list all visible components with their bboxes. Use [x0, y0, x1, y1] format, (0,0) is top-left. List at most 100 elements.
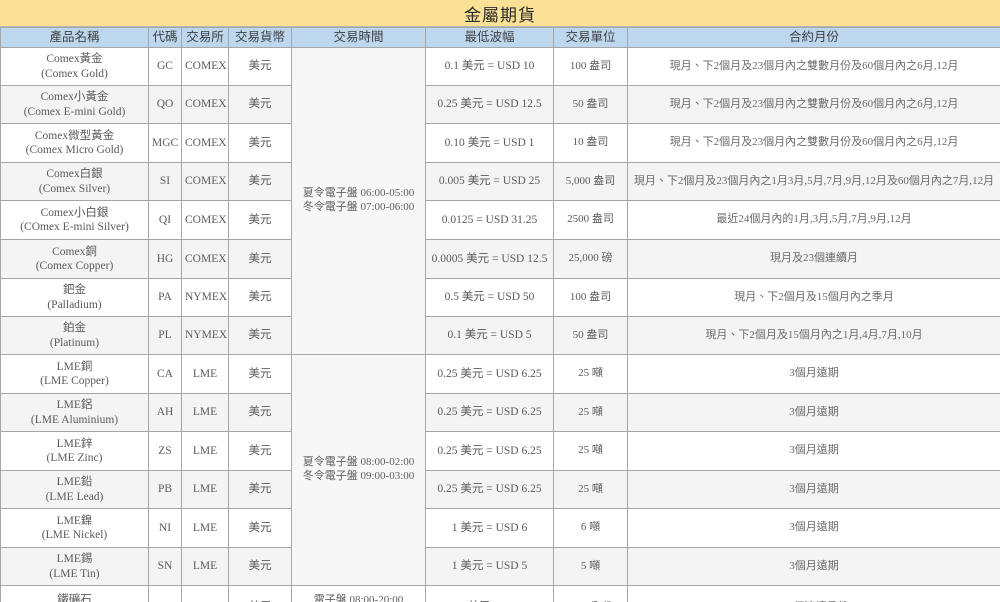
- cell-exchange[interactable]: SGX: [181, 585, 229, 602]
- cell-contract-months[interactable]: 現月、下2個月及23個月內之雙數月份及60個月內之6月,12月: [627, 85, 1000, 124]
- cell-product-name[interactable]: LME鋁 (LME Aluminium): [0, 393, 149, 432]
- cell-tick-size[interactable]: 0.25 美元 = USD 12.5: [425, 85, 554, 124]
- column-header-exchange[interactable]: 交易所: [181, 27, 229, 48]
- cell-code[interactable]: MGC: [148, 123, 182, 163]
- cell-exchange[interactable]: NYMEX: [181, 278, 229, 317]
- cell-currency[interactable]: 美元: [228, 200, 292, 240]
- cell-code[interactable]: NI: [148, 508, 182, 548]
- cell-product-name[interactable]: LME鎳 (LME Nickel): [0, 508, 149, 548]
- cell-product-name[interactable]: LME銅 (LME Copper): [0, 354, 149, 394]
- cell-tick-size[interactable]: 0.1 美元 = USD 5: [425, 316, 554, 355]
- cell-exchange[interactable]: COMEX: [181, 47, 229, 86]
- cell-contract-months[interactable]: 現月及23個連續月: [627, 239, 1000, 279]
- cell-tick-size[interactable]: 0.25 美元 = USD 6.25: [425, 431, 554, 471]
- cell-contract-months[interactable]: 3個月遠期: [627, 431, 1000, 471]
- cell-contract-unit[interactable]: 6 噸: [553, 508, 628, 548]
- cell-contract-unit[interactable]: 25 噸: [553, 393, 628, 432]
- cell-currency[interactable]: 美元: [228, 316, 292, 355]
- cell-code[interactable]: QO: [148, 85, 182, 124]
- cell-currency[interactable]: 美元: [228, 547, 292, 586]
- cell-product-name[interactable]: LME鋅 (LME Zinc): [0, 431, 149, 471]
- cell-contract-months[interactable]: 3個月遠期: [627, 470, 1000, 509]
- cell-contract-unit[interactable]: 25 噸: [553, 354, 628, 394]
- cell-contract-months[interactable]: 現月、下2個月及23個月內之1月3月,5月,7月,9月,12月及60個月內之7月…: [627, 162, 1000, 201]
- cell-tick-size[interactable]: 0.1 美元 = USD 10: [425, 47, 554, 86]
- cell-contract-unit[interactable]: 100 盎司: [553, 278, 628, 317]
- cell-code[interactable]: PB: [148, 470, 182, 509]
- cell-code[interactable]: QI: [148, 200, 182, 240]
- cell-exchange[interactable]: LME: [181, 354, 229, 394]
- cell-tick-size[interactable]: 0.25 美元 = USD 6.25: [425, 354, 554, 394]
- cell-code[interactable]: PL: [148, 316, 182, 355]
- cell-currency[interactable]: 美元: [228, 278, 292, 317]
- cell-exchange[interactable]: LME: [181, 547, 229, 586]
- cell-contract-unit[interactable]: 25,000 磅: [553, 239, 628, 279]
- cell-currency[interactable]: 美元: [228, 431, 292, 471]
- table-row[interactable]: LME鉛 (LME Lead) PB LME 美元 0.25 美元 = USD 6.25 2…: [0, 470, 1000, 509]
- cell-code[interactable]: ZS: [148, 431, 182, 471]
- table-row[interactable]: LME銅 (LME Copper) CA LME 美元 夏令電子盤 08:00-02:00…: [0, 354, 1000, 586]
- cell-exchange[interactable]: COMEX: [181, 85, 229, 124]
- cell-trading-hours[interactable]: 電子盤 08:00-20:00(T+1) 8:15-05:15: [291, 585, 426, 602]
- cell-exchange[interactable]: LME: [181, 508, 229, 548]
- cell-exchange[interactable]: LME: [181, 431, 229, 471]
- cell-contract-months[interactable]: 現月、下2個月及23個月內之雙數月份及60個月內之6月,12月: [627, 47, 1000, 86]
- cell-code[interactable]: PA: [148, 278, 182, 317]
- cell-tick-size[interactable]: 0.0125 = USD 31.25: [425, 200, 554, 240]
- cell-exchange[interactable]: NYMEX: [181, 316, 229, 355]
- table-row[interactable]: 鈀金 (Palladium) PA NYMEX 美元 0.5 美元 = USD 50 100…: [0, 278, 1000, 317]
- cell-exchange[interactable]: LME: [181, 470, 229, 509]
- cell-contract-months[interactable]: 3個月遠期: [627, 393, 1000, 432]
- cell-trading-hours[interactable]: 夏令電子盤 08:00-02:00 冬令電子盤 09:00-03:00: [291, 354, 426, 586]
- table-row[interactable]: Comex微型黃金 (Comex Micro Gold) MGC COMEX 美元 0.1…: [0, 123, 1000, 163]
- cell-code[interactable]: GC: [148, 47, 182, 86]
- cell-contract-months[interactable]: 現月、下2個月及15個月內之季月: [627, 278, 1000, 317]
- cell-tick-size[interactable]: 1 美元 = USD 6: [425, 508, 554, 548]
- cell-product-name[interactable]: 鉑金 (Platinum): [0, 316, 149, 355]
- cell-contract-unit[interactable]: 5 噸: [553, 547, 628, 586]
- cell-contract-unit[interactable]: 10 盎司: [553, 123, 628, 163]
- column-header-contract-unit[interactable]: 交易單位: [553, 27, 628, 48]
- cell-contract-unit[interactable]: 100 公噸: [553, 585, 628, 602]
- cell-contract-months[interactable]: 3個月遠期: [627, 508, 1000, 548]
- cell-code[interactable]: FE: [148, 585, 182, 602]
- cell-product-name[interactable]: Comex小黃金 (Comex E-mini Gold): [0, 85, 149, 124]
- table-row[interactable]: Comex白銀 (Comex Silver) SI COMEX 美元 0.005 美元 =…: [0, 162, 1000, 201]
- column-header-code[interactable]: 代碼: [148, 27, 182, 48]
- table-row[interactable]: Comex小黃金 (Comex E-mini Gold) QO COMEX 美元 0.25…: [0, 85, 1000, 124]
- cell-tick-size[interactable]: 0.005 美元 = USD 25: [425, 162, 554, 201]
- cell-code[interactable]: SI: [148, 162, 182, 201]
- column-header-contract-months[interactable]: 合約月份: [627, 27, 1000, 48]
- cell-exchange[interactable]: COMEX: [181, 200, 229, 240]
- table-row[interactable]: LME鋅 (LME Zinc) ZS LME 美元 0.25 美元 = USD 6.25 2…: [0, 431, 1000, 471]
- cell-tick-size[interactable]: 0.25 美元 = USD 6.25: [425, 393, 554, 432]
- table-row[interactable]: 鉑金 (Platinum) PL NYMEX 美元 0.1 美元 = USD 5 50 盎司…: [0, 316, 1000, 355]
- cell-currency[interactable]: 美元: [228, 239, 292, 279]
- cell-contract-unit[interactable]: 2500 盎司: [553, 200, 628, 240]
- cell-contract-months[interactable]: 最近24個月內的1月,3月,5月,7月,9月,12月: [627, 200, 1000, 240]
- cell-code[interactable]: SN: [148, 547, 182, 586]
- column-header-currency[interactable]: 交易貨幣: [228, 27, 292, 48]
- table-row[interactable]: Comex黃金 (Comex Gold) GC COMEX 美元 夏令電子盤 06:00-…: [0, 47, 1000, 355]
- cell-contract-unit[interactable]: 50 盎司: [553, 316, 628, 355]
- cell-tick-size[interactable]: 0.5 美元 = USD 50: [425, 278, 554, 317]
- table-row[interactable]: LME鋁 (LME Aluminium) AH LME 美元 0.25 美元 = USD …: [0, 393, 1000, 432]
- cell-product-name[interactable]: Comex銅 (Comex Copper): [0, 239, 149, 279]
- cell-exchange[interactable]: COMEX: [181, 123, 229, 163]
- cell-currency[interactable]: 美元: [228, 47, 292, 86]
- column-header-trading-hours[interactable]: 交易時間: [291, 27, 426, 48]
- cell-currency[interactable]: 美元: [228, 393, 292, 432]
- cell-product-name[interactable]: 鐵礦石(Iron Ore): [0, 585, 149, 602]
- cell-currency[interactable]: 美元: [228, 162, 292, 201]
- cell-contract-months[interactable]: 48 個連續月份: [627, 585, 1000, 602]
- cell-product-name[interactable]: Comex小白銀 (COmex E-mini Silver): [0, 200, 149, 240]
- cell-tick-size[interactable]: 0.10 美元 = USD 1: [425, 123, 554, 163]
- cell-trading-hours[interactable]: 夏令電子盤 06:00-05:00 冬令電子盤 07:00-06:00: [291, 47, 426, 355]
- table-row[interactable]: Comex小白銀 (COmex E-mini Silver) QI COMEX 美元 0.…: [0, 200, 1000, 240]
- cell-contract-unit[interactable]: 5,000 盎司: [553, 162, 628, 201]
- table-row[interactable]: 鐵礦石(Iron Ore)FESGX美元電子盤 08:00-20:00(T+1)…: [0, 585, 1000, 602]
- cell-contract-unit[interactable]: 100 盎司: [553, 47, 628, 86]
- cell-exchange[interactable]: LME: [181, 393, 229, 432]
- cell-code[interactable]: CA: [148, 354, 182, 394]
